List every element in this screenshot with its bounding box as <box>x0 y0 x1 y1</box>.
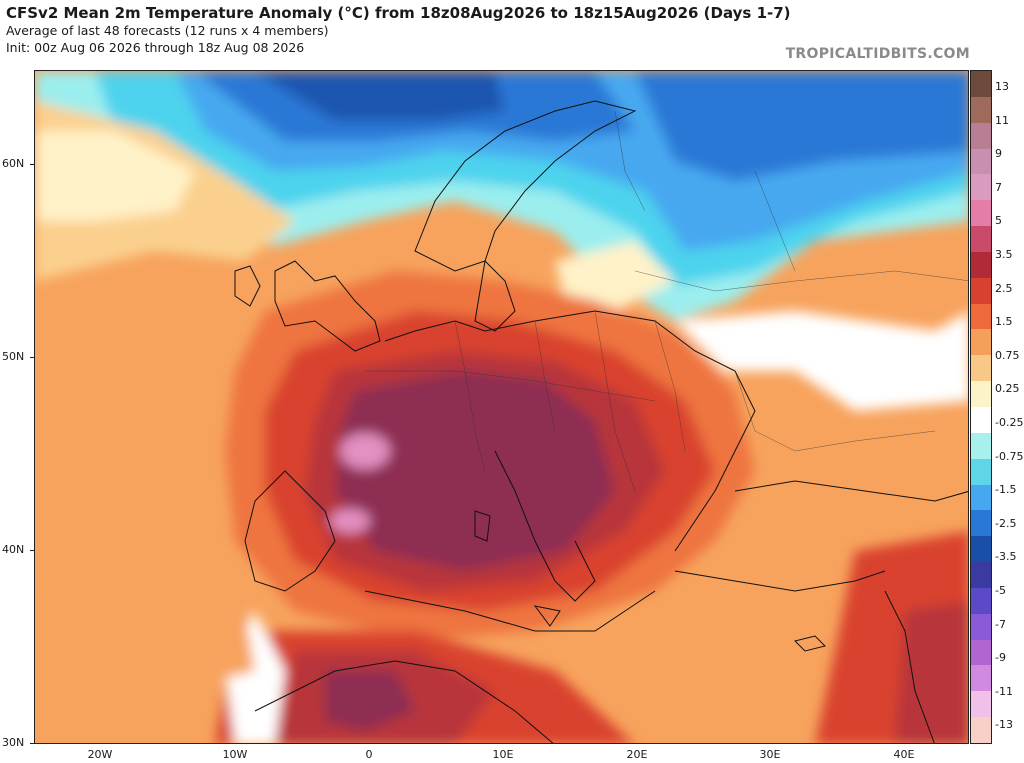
colorbar-label: 13 <box>995 80 1009 93</box>
anomaly-field <box>35 71 968 743</box>
lat-label-40n: 40N <box>2 543 25 556</box>
lat-label-50n: 50N <box>2 350 25 363</box>
colorbar-label: -11 <box>995 684 1013 698</box>
colorbar-swatch <box>971 355 991 382</box>
colorbar-swatch <box>971 251 991 279</box>
colorbar-swatch <box>971 226 991 253</box>
colorbar-swatch <box>971 432 991 460</box>
colorbar-swatch <box>971 407 991 434</box>
lat-tick <box>30 550 34 551</box>
colorbar-label: -1.5 <box>995 483 1017 497</box>
lat-tick <box>30 743 34 744</box>
colorbar-label: 3.5 <box>995 248 1013 261</box>
init-note: Init: 00z Aug 06 2026 through 18z Aug 08… <box>6 40 305 55</box>
colorbar-swatch <box>971 200 991 227</box>
colorbar-swatch <box>971 587 991 615</box>
colorbar-swatch <box>971 71 991 98</box>
colorbar-label: -13 <box>995 718 1013 732</box>
colorbar-swatch <box>971 303 991 330</box>
coastlines <box>234 100 968 743</box>
colorbar-label: -2.5 <box>995 516 1017 530</box>
colorbar-swatch <box>971 458 991 486</box>
colorbar-swatch <box>971 536 991 563</box>
colorbar-swatch <box>971 122 991 150</box>
colorbar-label: 5 <box>995 214 1002 228</box>
colorbar-label: -3.5 <box>995 550 1017 564</box>
lat-label-60n: 60N <box>2 157 25 170</box>
lon-label-10w: 10W <box>222 748 248 761</box>
colorbar-swatch <box>971 484 991 511</box>
colorbar-swatch <box>971 665 991 692</box>
colorbar-swatch <box>971 329 991 356</box>
lon-label-30e: 30E <box>759 748 781 761</box>
colorbar-swatch <box>971 613 991 641</box>
colorbar-label: 1.5 <box>995 315 1013 329</box>
colorbar-swatch <box>971 277 991 305</box>
colorbar-label: 2.5 <box>995 281 1013 295</box>
colorbar-swatch <box>971 174 991 201</box>
colorbar-label: -0.75 <box>995 449 1024 463</box>
colorbar-label: -5 <box>995 584 1006 597</box>
colorbar-swatch <box>971 691 991 718</box>
lat-tick <box>30 164 34 165</box>
colorbar <box>970 70 992 744</box>
anomaly-map <box>34 70 969 744</box>
colorbar-label: 9 <box>995 147 1002 161</box>
colorbar-swatch <box>971 717 991 744</box>
colorbar-swatch <box>971 510 991 537</box>
brand-watermark: TROPICALTIDBITS.COM <box>785 46 970 62</box>
lon-label-20w: 20W <box>87 748 113 761</box>
colorbar-label: 0.75 <box>995 348 1020 362</box>
lat-tick <box>30 357 34 358</box>
colorbar-swatch <box>971 639 991 666</box>
lon-label-0: 0 <box>365 748 373 761</box>
colorbar-swatch <box>971 381 991 408</box>
colorbar-label: -7 <box>995 617 1006 631</box>
colorbar-swatch <box>971 148 991 175</box>
colorbar-swatch <box>971 562 991 589</box>
anomaly-map-canvas <box>35 71 968 743</box>
colorbar-label: -0.25 <box>995 416 1024 429</box>
header: CFSv2 Mean 2m Temperature Anomaly (°C) f… <box>6 4 791 56</box>
lon-label-20e: 20E <box>626 748 648 761</box>
map-title: CFSv2 Mean 2m Temperature Anomaly (°C) f… <box>6 4 791 22</box>
colorbar-label: -9 <box>995 651 1006 665</box>
colorbar-label: 11 <box>995 113 1009 127</box>
colorbar-label: 0.25 <box>995 382 1020 396</box>
country-borders <box>365 110 968 492</box>
colorbar-label: 7 <box>995 180 1002 194</box>
lon-label-10e: 10E <box>492 748 514 761</box>
colorbar-swatch <box>971 96 991 124</box>
lon-label-40e: 40E <box>893 748 915 761</box>
ensemble-note: Average of last 48 forecasts (12 runs x … <box>6 23 329 38</box>
lat-label-30n: 30N <box>2 736 25 749</box>
